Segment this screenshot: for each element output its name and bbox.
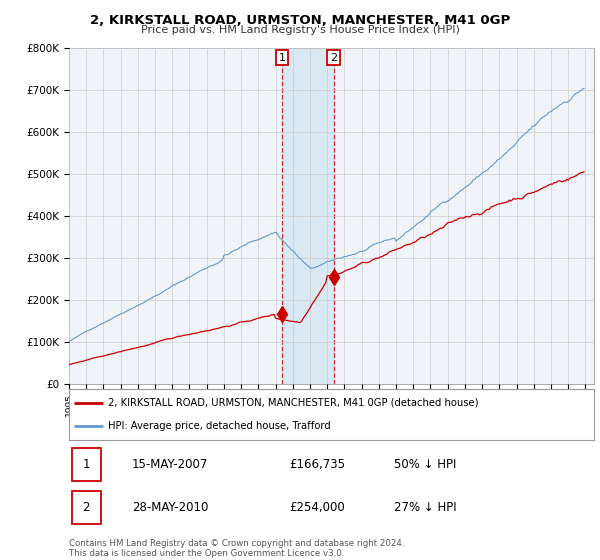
Text: HPI: Average price, detached house, Trafford: HPI: Average price, detached house, Traf…: [109, 421, 331, 431]
FancyBboxPatch shape: [71, 449, 101, 481]
Text: £254,000: £254,000: [290, 501, 345, 515]
Text: 1: 1: [278, 53, 286, 63]
Text: 15-MAY-2007: 15-MAY-2007: [132, 458, 208, 472]
Text: £166,735: £166,735: [290, 458, 346, 472]
Text: 2, KIRKSTALL ROAD, URMSTON, MANCHESTER, M41 0GP (detached house): 2, KIRKSTALL ROAD, URMSTON, MANCHESTER, …: [109, 398, 479, 408]
Text: 2: 2: [83, 501, 90, 515]
Text: 27% ↓ HPI: 27% ↓ HPI: [395, 501, 457, 515]
Text: Price paid vs. HM Land Registry's House Price Index (HPI): Price paid vs. HM Land Registry's House …: [140, 25, 460, 35]
Text: Contains HM Land Registry data © Crown copyright and database right 2024.
This d: Contains HM Land Registry data © Crown c…: [69, 539, 404, 558]
Text: 1: 1: [83, 458, 90, 472]
Text: 28-MAY-2010: 28-MAY-2010: [132, 501, 208, 515]
Text: 2, KIRKSTALL ROAD, URMSTON, MANCHESTER, M41 0GP: 2, KIRKSTALL ROAD, URMSTON, MANCHESTER, …: [90, 14, 510, 27]
FancyBboxPatch shape: [71, 492, 101, 524]
Text: 50% ↓ HPI: 50% ↓ HPI: [395, 458, 457, 472]
Text: 2: 2: [330, 53, 337, 63]
Bar: [282, 48, 334, 384]
